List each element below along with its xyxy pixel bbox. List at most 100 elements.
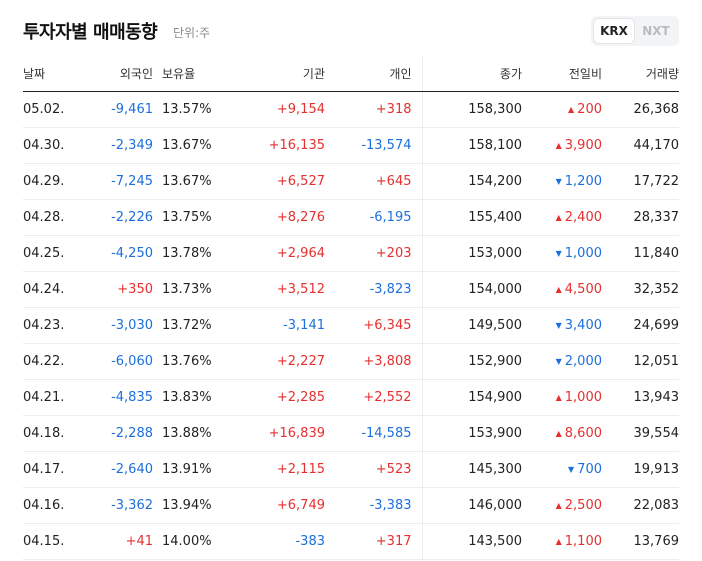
cell-change: ▲ 4,500 [522, 271, 602, 308]
cell-holding-rate: 13.75% [153, 199, 215, 236]
table-row: 05.02. -9,461 13.57% +9,154 +318 158,300 ▲ 200 2… [23, 91, 679, 128]
cell-holding-rate: 13.57% [153, 91, 215, 128]
change-value: 1,200 [564, 174, 602, 189]
cell-foreign: -2,288 [95, 415, 153, 452]
cell-foreign: -2,349 [95, 127, 153, 164]
triangle-down-icon: ▼ [555, 249, 562, 258]
cell-close: 152,900 [422, 343, 522, 380]
cell-volume: 28,337 [602, 199, 679, 236]
cell-individual: -3,383 [325, 487, 423, 524]
cell-date: 04.23. [23, 307, 95, 344]
unit-label: 단위:주 [173, 26, 211, 40]
table-row: 04.29. -7,245 13.67% +6,527 +645 154,200 ▼ 1,20… [23, 163, 679, 200]
section-header: 투자자별 매매동향 단위:주 KRX NXT [23, 14, 679, 50]
cell-date: 04.22. [23, 343, 95, 380]
cell-change: ▲ 2,400 [522, 199, 602, 236]
cell-close: 154,000 [422, 271, 522, 308]
cell-volume: 26,368 [602, 91, 679, 128]
cell-volume: 24,699 [602, 307, 679, 344]
cell-institution: +16,135 [215, 127, 325, 164]
change-value: 2,500 [564, 498, 602, 513]
change-value: 700 [577, 462, 602, 477]
cell-institution: +16,839 [215, 415, 325, 452]
cell-volume: 13,943 [602, 379, 679, 416]
cell-holding-rate: 13.78% [153, 235, 215, 272]
change-value: 3,900 [564, 138, 602, 153]
cell-holding-rate: 14.00% [153, 523, 215, 560]
market-tab-nxt[interactable]: NXT [642, 24, 670, 38]
triangle-up-icon: ▲ [555, 285, 562, 294]
change-value: 1,000 [564, 246, 602, 261]
cell-holding-rate: 13.67% [153, 163, 215, 200]
cell-date: 04.29. [23, 163, 95, 200]
cell-institution: +9,154 [215, 91, 325, 128]
triangle-down-icon: ▼ [555, 321, 562, 330]
col-header-holding-rate: 보유율 [153, 56, 215, 92]
col-header-individual: 개인 [325, 56, 423, 92]
triangle-up-icon: ▲ [555, 141, 562, 150]
col-header-close: 종가 [422, 56, 522, 92]
table-row: 04.25. -4,250 13.78% +2,964 +203 153,000 ▼ 1,00… [23, 235, 679, 272]
cell-foreign: -7,245 [95, 163, 153, 200]
cell-foreign: -9,461 [95, 91, 153, 128]
change-value: 2,000 [564, 354, 602, 369]
cell-close: 153,000 [422, 235, 522, 272]
triangle-up-icon: ▲ [555, 393, 562, 402]
cell-individual: +645 [325, 163, 423, 200]
cell-individual: +3,808 [325, 343, 423, 380]
cell-close: 149,500 [422, 307, 522, 344]
col-header-foreign: 외국인 [95, 56, 153, 92]
cell-change: ▲ 200 [522, 91, 602, 128]
triangle-down-icon: ▼ [568, 465, 575, 474]
cell-date: 04.18. [23, 415, 95, 452]
table-row: 04.17. -2,640 13.91% +2,115 +523 145,300 ▼ 700 1… [23, 451, 679, 488]
cell-holding-rate: 13.67% [153, 127, 215, 164]
cell-close: 154,900 [422, 379, 522, 416]
cell-date: 04.28. [23, 199, 95, 236]
cell-individual: +6,345 [325, 307, 423, 344]
cell-individual: -3,823 [325, 271, 423, 308]
triangle-down-icon: ▼ [555, 177, 562, 186]
cell-foreign: -2,640 [95, 451, 153, 488]
table-row: 04.15. +41 14.00% -383 +317 143,500 ▲ 1,100 13,7… [23, 523, 679, 560]
triangle-up-icon: ▲ [555, 213, 562, 222]
cell-foreign: +350 [95, 271, 153, 308]
market-tab-krx[interactable]: KRX [594, 19, 634, 43]
col-header-volume: 거래량 [602, 56, 679, 92]
cell-institution: +2,227 [215, 343, 325, 380]
cell-foreign: -3,030 [95, 307, 153, 344]
triangle-up-icon: ▲ [555, 501, 562, 510]
section-title: 투자자별 매매동향 [23, 22, 158, 43]
market-toggle: KRX NXT [591, 16, 679, 46]
cell-date: 04.21. [23, 379, 95, 416]
cell-close: 158,100 [422, 127, 522, 164]
cell-volume: 17,722 [602, 163, 679, 200]
change-value: 2,400 [564, 210, 602, 225]
cell-change: ▲ 2,500 [522, 487, 602, 524]
cell-institution: +3,512 [215, 271, 325, 308]
cell-date: 04.17. [23, 451, 95, 488]
cell-change: ▼ 1,000 [522, 235, 602, 272]
change-value: 3,400 [564, 318, 602, 333]
cell-holding-rate: 13.73% [153, 271, 215, 308]
cell-institution: +2,285 [215, 379, 325, 416]
cell-foreign: +41 [95, 523, 153, 560]
cell-close: 146,000 [422, 487, 522, 524]
cell-holding-rate: 13.76% [153, 343, 215, 380]
cell-change: ▼ 2,000 [522, 343, 602, 380]
cell-institution: +6,527 [215, 163, 325, 200]
change-value: 200 [577, 102, 602, 117]
cell-holding-rate: 13.72% [153, 307, 215, 344]
cell-close: 155,400 [422, 199, 522, 236]
table-row: 04.16. -3,362 13.94% +6,749 -3,383 146,000 ▲ 2,… [23, 487, 679, 524]
table-row: 04.28. -2,226 13.75% +8,276 -6,195 155,400 ▲ 2,… [23, 199, 679, 236]
cell-close: 143,500 [422, 523, 522, 560]
table-row: 04.24. +350 13.73% +3,512 -3,823 154,000 ▲ 4,50… [23, 271, 679, 308]
cell-close: 153,900 [422, 415, 522, 452]
cell-date: 05.02. [23, 91, 95, 128]
cell-foreign: -3,362 [95, 487, 153, 524]
cell-institution: -383 [215, 523, 325, 560]
cell-holding-rate: 13.88% [153, 415, 215, 452]
cell-volume: 19,913 [602, 451, 679, 488]
cell-individual: -14,585 [325, 415, 423, 452]
